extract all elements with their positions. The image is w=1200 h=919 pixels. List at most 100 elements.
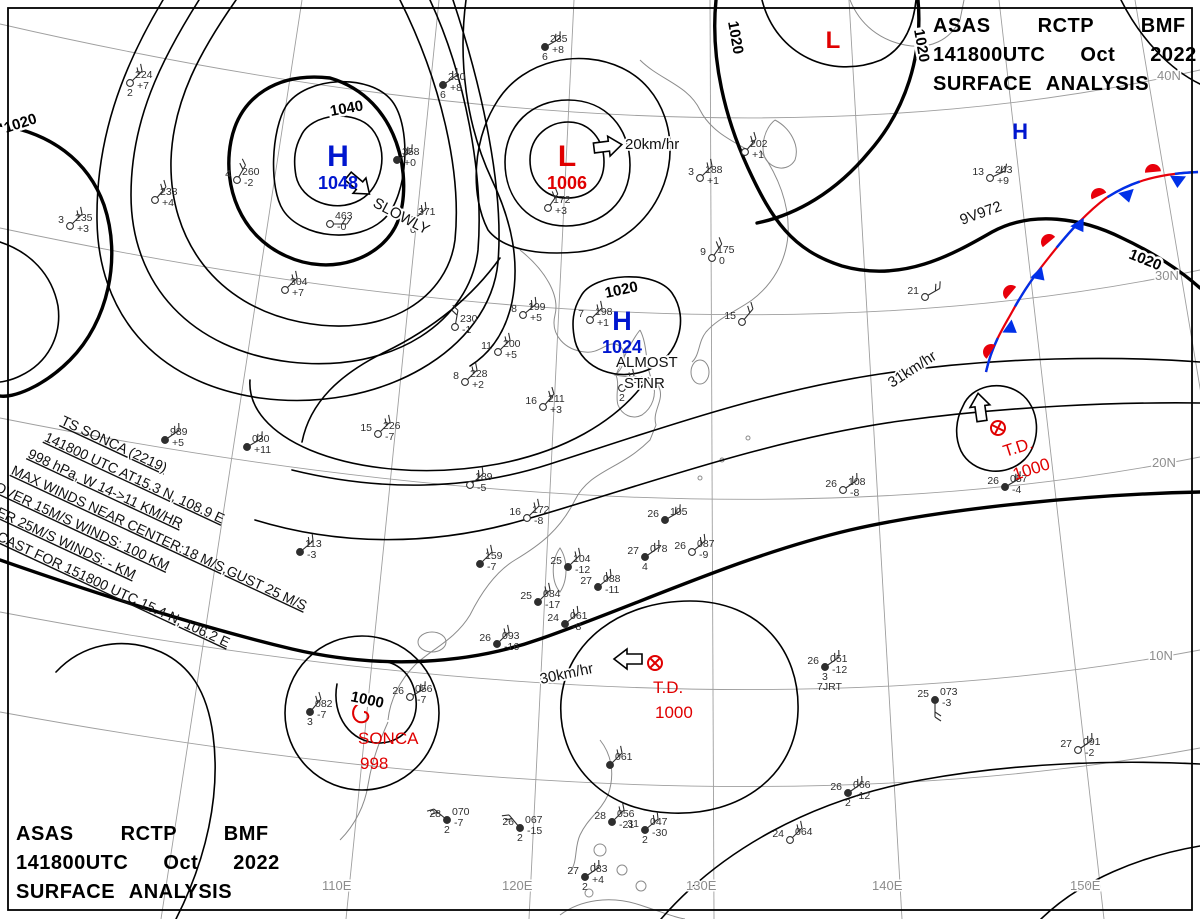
cyclone-name: SONCA: [358, 729, 419, 748]
station-temp: 27: [580, 575, 592, 587]
station-plot: 030 +11: [243, 431, 271, 456]
station-pressure: 064: [795, 826, 813, 838]
station-low-value: 2: [619, 392, 625, 404]
station-pressure: 358: [402, 146, 420, 158]
station-temp: 8: [453, 370, 459, 382]
station-plot: 25 084 -17: [520, 582, 561, 611]
station-plot: 26 056 -7: [392, 681, 433, 706]
cold-front-pips: [1002, 175, 1186, 333]
station-temp: 11: [481, 340, 492, 352]
station-circle-icon: [326, 220, 334, 228]
station-plot: 113 -3: [296, 533, 322, 561]
station-temp: 4: [225, 168, 231, 180]
pressure-center: H 1048: [318, 140, 358, 193]
chart-datetime-line: 141800UTC Oct 2022: [16, 852, 280, 874]
cyclone-name: T.D.: [653, 678, 683, 697]
chart-id-line: ASAS RCTP BMF: [16, 823, 269, 845]
station-temp: 16: [525, 395, 537, 407]
annotation-label: 9V972: [958, 198, 1005, 229]
station-plot: 26 057 -4: [987, 471, 1028, 496]
station-pressure: 113: [305, 538, 322, 550]
station-tendency: -16: [504, 641, 519, 653]
station-temp: 27: [1060, 738, 1072, 750]
cyclone-marker: T.D. 1000: [647, 655, 693, 722]
station-plot: 189 -5: [466, 466, 493, 494]
station-temp: 16: [509, 506, 521, 518]
station-tendency: -2: [244, 177, 253, 189]
station-tendency: -7: [417, 694, 426, 706]
station-tendency: -7: [454, 817, 463, 829]
station-tendency: -7: [317, 709, 326, 721]
station-plot: 159 -7: [476, 544, 503, 573]
stationary-front: [983, 164, 1199, 373]
station-pressure: 371: [418, 206, 436, 218]
station-tendency: +3: [555, 205, 567, 217]
station-low-value: 6: [542, 51, 548, 63]
station-circle-icon: [161, 436, 169, 444]
station-tendency: +5: [530, 312, 542, 324]
movement-arrow-icon: [592, 134, 624, 158]
station-circle-icon: [786, 836, 794, 844]
station-circle-icon: [844, 789, 852, 797]
station-pressure: 230: [460, 313, 478, 325]
station-pressure: 175: [717, 244, 735, 256]
station-callsign: 7JRT: [817, 681, 842, 693]
station-pressure: 226: [383, 420, 401, 432]
ts-sonca-info-block: TS SONCA (2219) 141800 UTC AT15.3 N, 108…: [0, 412, 310, 650]
chart-type-line: SURFACE ANALYSIS: [933, 73, 1150, 95]
station-circle-icon: [1001, 483, 1009, 491]
station-pressure: 084: [543, 588, 561, 600]
station-circle-icon: [586, 316, 594, 324]
station-pressure: 260: [242, 166, 260, 178]
station-pressure: 083: [590, 863, 608, 875]
station-temp: 8: [511, 303, 517, 315]
station-tendency: +3: [550, 404, 562, 416]
annotation-label: STNR: [624, 375, 665, 392]
station-circle-icon: [393, 156, 401, 164]
warm-front-pips: [983, 164, 1161, 359]
movement-arrow-icon: [612, 647, 643, 671]
isobar-label: 1040: [329, 97, 365, 120]
station-tendency: +5: [505, 349, 517, 361]
station-plot: 371 0: [409, 201, 436, 236]
station-circle-icon: [581, 873, 589, 881]
station-circle-icon: [66, 222, 74, 230]
station-temp: 27: [627, 545, 639, 557]
station-pressure: 087: [697, 538, 715, 550]
station-temp: 26: [392, 685, 404, 697]
coastlines: [339, 0, 965, 919]
station-plot: 191 2: [618, 368, 645, 404]
station-low-value: 3: [822, 671, 828, 683]
station-plot: 061: [606, 745, 633, 769]
station-circle-icon: [594, 583, 602, 591]
chart-id-line: ASAS RCTP BMF: [933, 15, 1186, 37]
station-tendency: -2: [1085, 747, 1094, 759]
station-circle-icon: [986, 174, 994, 182]
station-circle-icon: [151, 196, 159, 204]
station-pressure: 078: [650, 543, 668, 555]
station-plot: 25 073 -3: [917, 686, 958, 722]
station-pressure: 030: [252, 433, 270, 445]
station-plot: 25 104 -12: [550, 547, 591, 576]
pressure-center: L 1006: [547, 140, 587, 193]
station-circle-icon: [738, 318, 746, 326]
station-circle-icon: [539, 403, 547, 411]
pressure-center-letter: L: [826, 27, 841, 54]
cyclone-pressure: 1000: [1010, 454, 1052, 484]
station-temp: 3: [58, 214, 64, 226]
station-pressure: 056: [617, 808, 635, 820]
station-tendency: -9: [699, 549, 708, 561]
pressure-center: H 1024: [602, 306, 642, 357]
station-plot: 082 -7 3: [306, 691, 333, 728]
station-tendency: -11: [605, 584, 620, 596]
station-circle-icon: [281, 286, 289, 294]
station-low-value: 3: [307, 716, 313, 728]
station-pressure: 235: [75, 212, 93, 224]
station-temp: 9: [700, 246, 706, 258]
station-low-value: 0: [410, 224, 416, 236]
station-temp: 28: [594, 810, 606, 822]
station-low-value: 2: [845, 797, 851, 809]
